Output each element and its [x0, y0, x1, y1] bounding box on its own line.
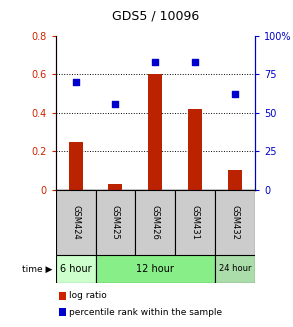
Text: 12 hour: 12 hour [136, 264, 174, 274]
Text: 24 hour: 24 hour [219, 265, 251, 273]
Bar [148, 74, 162, 190]
Point [233, 92, 237, 97]
Text: log ratio: log ratio [69, 291, 107, 301]
Text: GSM432: GSM432 [231, 205, 239, 240]
Bar [96, 190, 135, 255]
Point [193, 60, 197, 65]
Text: GDS5 / 10096: GDS5 / 10096 [112, 10, 199, 23]
Bar [108, 184, 122, 190]
Point [73, 79, 78, 85]
Bar [56, 255, 96, 283]
Text: percentile rank within the sample: percentile rank within the sample [69, 308, 222, 317]
Bar [96, 255, 215, 283]
Point [153, 60, 158, 65]
Bar [215, 255, 255, 283]
Bar [69, 142, 83, 190]
Point [113, 101, 118, 106]
Bar [188, 109, 202, 190]
Text: GSM425: GSM425 [111, 205, 120, 240]
Text: GSM426: GSM426 [151, 205, 160, 240]
Text: 6 hour: 6 hour [60, 264, 91, 274]
Bar [135, 190, 175, 255]
Text: GSM431: GSM431 [191, 205, 200, 240]
Text: GSM424: GSM424 [71, 205, 80, 240]
Bar [175, 190, 215, 255]
Bar [215, 190, 255, 255]
Bar [56, 190, 96, 255]
Bar [228, 170, 242, 190]
Text: time ▶: time ▶ [22, 265, 53, 273]
